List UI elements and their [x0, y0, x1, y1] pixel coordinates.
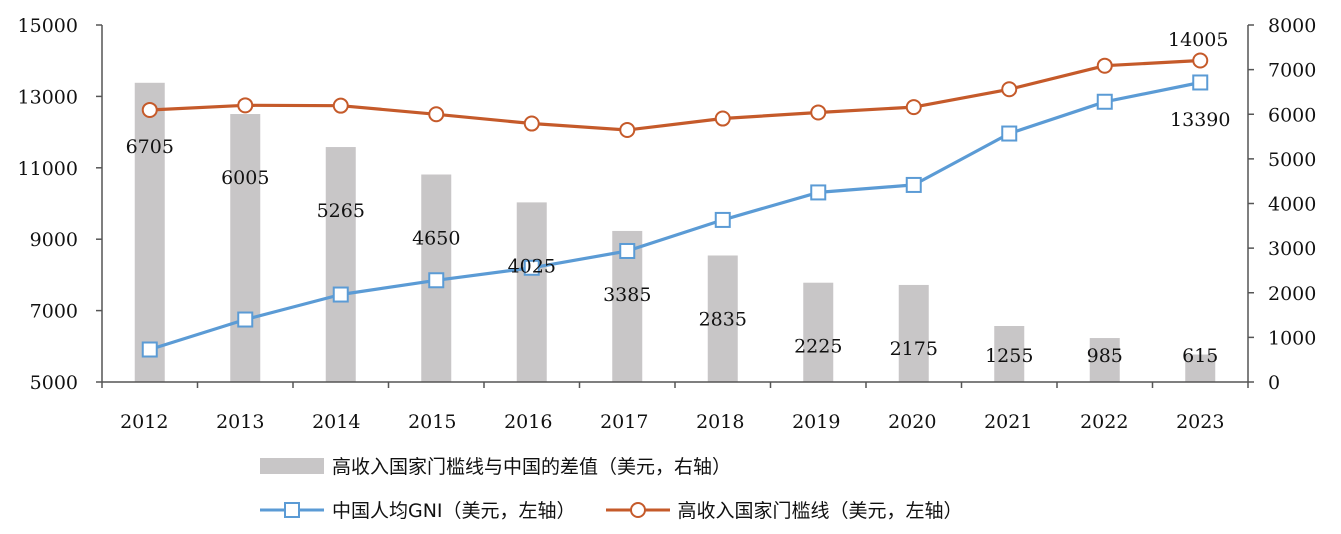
legend-label-gni: 中国人均GNI（美元，左轴） — [332, 500, 576, 522]
x-tick-label-2017: 2017 — [600, 411, 648, 433]
gni-point-2022 — [1096, 93, 1113, 110]
bar-2014 — [325, 147, 356, 382]
legend-swatch-gap — [260, 457, 324, 474]
legend: 高收入国家门槛线与中国的差值（美元，右轴） 中国人均GNI（美元，左轴） 高收入… — [0, 440, 1341, 534]
bar-2016 — [516, 202, 547, 382]
threshold-point-2016 — [523, 115, 540, 132]
right-tick-label: 7000 — [1268, 60, 1316, 82]
bar-label-2023: 615 — [1182, 345, 1218, 367]
bar-group — [134, 82, 1216, 383]
gni-point-2020 — [905, 176, 922, 193]
bar-label-2014: 5265 — [317, 200, 365, 222]
bar-label-2013: 6005 — [221, 167, 269, 189]
line-group — [141, 52, 1209, 358]
left-tick-label: 11000 — [18, 158, 78, 180]
bar-2020 — [898, 284, 929, 382]
x-tick-label-2015: 2015 — [408, 411, 456, 433]
x-tick-label-2012: 2012 — [120, 411, 168, 433]
bar-2022 — [1089, 338, 1120, 382]
left-tick-label: 7000 — [30, 301, 78, 323]
gni-end-label: 13390 — [1170, 109, 1230, 131]
label-group: 6705 6005 5265 4650 4025 3385 2835 2225 2175 1255… — [126, 29, 1231, 367]
bar-label-2020: 2175 — [890, 338, 938, 360]
legend-item-gap: 高收入国家门槛线与中国的差值（美元，右轴） — [260, 452, 731, 479]
threshold-point-2019 — [810, 104, 827, 121]
gni-point-2019 — [810, 184, 827, 201]
axes-group: 5000 7000 9000 11000 13000 15000 0 1000 2000 3000… — [18, 15, 1317, 433]
legend-row-2: 中国人均GNI（美元，左轴） 高收入国家门槛线（美元，左轴） — [260, 496, 963, 523]
left-tick-label: 15000 — [18, 15, 78, 37]
x-tick-label-2016: 2016 — [504, 411, 552, 433]
gni-point-2016 — [523, 259, 540, 276]
gni-point-2023 — [1192, 74, 1209, 91]
gni-point-2014 — [332, 286, 349, 303]
bar-2012 — [134, 82, 165, 383]
bar-2013 — [230, 114, 261, 382]
right-tick-label: 6000 — [1268, 104, 1316, 126]
threshold-point-2012 — [141, 101, 158, 118]
gni-point-2013 — [237, 311, 254, 328]
bar-label-2016: 4025 — [508, 255, 556, 277]
gni-point-2015 — [428, 272, 445, 289]
threshold-point-2023 — [1192, 52, 1209, 69]
series-line-1 — [149, 58, 1201, 132]
legend-swatch-threshold — [605, 501, 670, 518]
bar-label-2021: 1255 — [985, 345, 1033, 367]
threshold-point-2021 — [1001, 81, 1018, 98]
chart-svg: 5000 7000 9000 11000 13000 15000 0 1000 2000 3000… — [18, 15, 1317, 433]
bar-2018 — [707, 255, 738, 382]
bar-2021 — [994, 325, 1025, 382]
bar-label-2012: 6705 — [126, 136, 174, 158]
threshold-point-2017 — [619, 121, 636, 138]
bar-label-2017: 3385 — [603, 284, 651, 306]
right-tick-label: 2000 — [1268, 283, 1316, 305]
legend-row-1: 高收入国家门槛线与中国的差值（美元，右轴） — [260, 452, 731, 479]
x-tick-label-2013: 2013 — [216, 411, 264, 433]
threshold-point-2018 — [714, 110, 731, 127]
gni-point-2012 — [141, 341, 158, 358]
left-tick-label: 13000 — [18, 86, 78, 108]
legend-label-threshold: 高收入国家门槛线（美元，左轴） — [677, 500, 963, 522]
bar-label-2018: 2835 — [699, 308, 747, 330]
right-tick-label: 5000 — [1268, 149, 1316, 171]
right-tick-label: 8000 — [1268, 15, 1316, 37]
right-tick-label: 3000 — [1268, 238, 1316, 260]
gni-point-2018 — [714, 211, 731, 228]
x-tick-label-2020: 2020 — [888, 411, 936, 433]
left-tick-label: 9000 — [30, 229, 78, 251]
right-tick-label: 4000 — [1268, 194, 1316, 216]
bar-label-2022: 985 — [1087, 345, 1123, 367]
threshold-point-2015 — [428, 106, 445, 123]
legend-item-threshold: 高收入国家门槛线（美元，左轴） — [605, 496, 963, 523]
legend-label-gap: 高收入国家门槛线与中国的差值（美元，右轴） — [332, 456, 732, 478]
threshold-point-2020 — [905, 99, 922, 116]
gni-point-2017 — [619, 242, 636, 259]
threshold-point-2014 — [332, 97, 349, 114]
threshold-point-2022 — [1096, 57, 1113, 74]
x-tick-label-2023: 2023 — [1176, 411, 1224, 433]
bar-label-2015: 4650 — [412, 227, 460, 249]
right-tick-label: 0 — [1268, 372, 1280, 394]
right-tick-label: 1000 — [1268, 327, 1316, 349]
x-tick-label-2019: 2019 — [792, 411, 840, 433]
bar-2019 — [803, 282, 834, 382]
bar-2023 — [1185, 354, 1216, 382]
legend-swatch-gni — [260, 501, 324, 518]
x-tick-label-2018: 2018 — [696, 411, 744, 433]
left-tick-label: 5000 — [30, 372, 78, 394]
x-tick-label-2022: 2022 — [1080, 411, 1128, 433]
threshold-end-label: 14005 — [1168, 29, 1228, 51]
legend-item-gni: 中国人均GNI（美元，左轴） — [260, 496, 576, 523]
gni-point-2021 — [1001, 125, 1018, 142]
bar-label-2019: 2225 — [794, 336, 842, 358]
x-tick-label-2014: 2014 — [312, 411, 360, 433]
series-line-0 — [149, 80, 1201, 352]
threshold-point-2013 — [237, 97, 254, 114]
x-tick-label-2021: 2021 — [984, 411, 1032, 433]
